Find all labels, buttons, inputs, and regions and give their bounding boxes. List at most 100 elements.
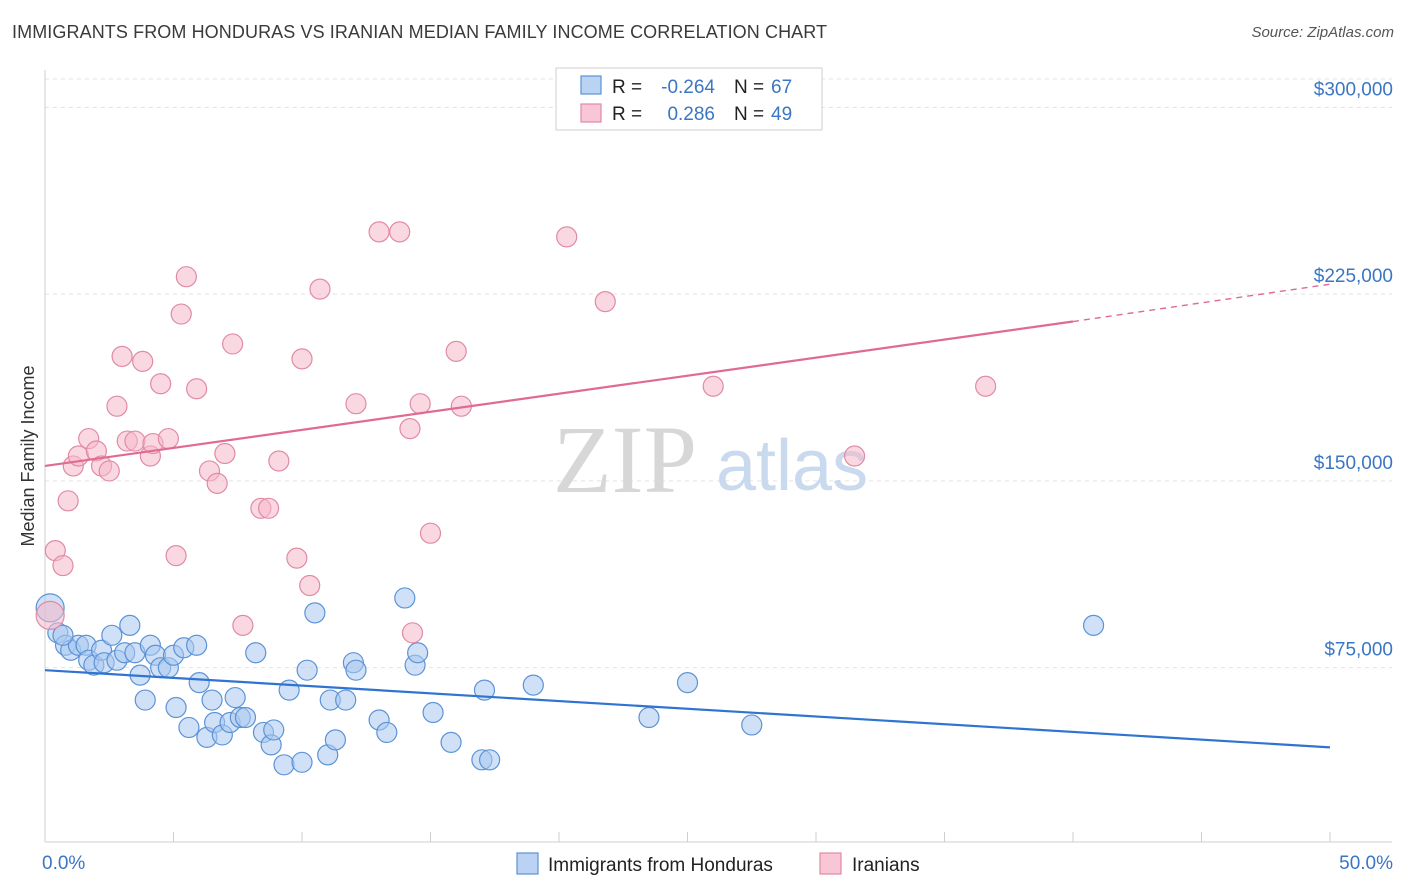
point-iranians [401,622,424,644]
point-iranians [594,291,616,313]
point-honduras [134,689,156,711]
point-honduras [304,602,326,624]
point-honduras [440,731,462,753]
point-honduras [479,749,501,771]
point-iranians [309,278,331,300]
chart-source: Source: ZipAtlas.com [1251,24,1394,41]
legend-n-value: 49 [771,104,792,125]
point-honduras [101,624,123,646]
point-iranians [345,393,367,415]
x-tick-label: 0.0% [42,853,85,874]
point-iranians [843,445,866,467]
point-honduras [188,672,210,694]
point-iranians [389,221,411,243]
scatter-points [35,221,1105,776]
point-honduras [186,634,208,656]
legend-r-value: -0.264 [661,77,715,98]
point-honduras [324,729,347,751]
watermark: ZIP atlas [553,406,868,513]
legend-r-label: R = [612,77,642,98]
point-honduras [245,642,267,664]
point-iranians [186,378,208,400]
legend: R = -0.264 N = 67 R = 0.286 N = 49 [555,67,823,131]
point-honduras [473,679,496,701]
point-honduras [165,696,187,719]
point-honduras [234,706,257,729]
grid-lines [45,78,1392,669]
point-honduras [263,719,285,741]
bottom-legend-label-honduras: Immigrants from Honduras [548,855,773,876]
x-tick-labels: 0.0% 50.0% [42,853,1393,874]
point-honduras [52,624,74,646]
legend-n-label: N = [734,104,764,125]
point-honduras [278,679,300,701]
point-honduras [407,642,429,664]
point-iranians [975,375,997,397]
axes [44,70,1392,843]
point-iranians [445,340,467,363]
point-iranians [157,427,179,450]
chart-title: IMMIGRANTS FROM HONDURAS VS IRANIAN MEDI… [12,22,828,42]
point-honduras [273,754,295,776]
point-iranians [214,442,236,465]
y-tick-label: $300,000 [1314,79,1393,100]
y-tick-label: $225,000 [1314,266,1393,287]
point-honduras [422,701,444,724]
watermark-zip: ZIP [553,406,697,513]
point-iranians [222,333,244,355]
point-honduras [741,714,763,736]
trend-line-iranians-extension [1072,283,1331,323]
point-iranians [291,348,313,370]
point-honduras [522,674,544,696]
point-iranians [124,430,146,452]
point-honduras [676,672,699,694]
point-honduras [224,686,246,709]
point-iranians [57,490,79,512]
legend-n-label: N = [734,77,764,98]
point-iranians [165,545,187,567]
point-honduras [1082,614,1105,636]
point-honduras [119,614,141,636]
point-iranians [702,375,724,397]
y-axis-label: Median Family Income [18,365,38,546]
point-iranians [98,460,120,482]
legend-r-value: 0.286 [667,104,715,125]
legend-r-label: R = [612,104,642,125]
point-iranians [268,450,290,472]
y-tick-label: $150,000 [1314,453,1393,474]
y-tick-labels: $75,000 $150,000 $225,000 $300,000 [1314,79,1393,660]
point-iranians [556,226,578,248]
point-iranians [52,554,74,577]
point-iranians [257,497,280,519]
point-iranians [206,472,228,494]
point-honduras [201,689,223,711]
bottom-legend-swatch-honduras [516,852,539,875]
legend-n-value: 67 [771,77,792,98]
point-iranians [368,221,390,243]
point-iranians [299,574,321,597]
x-tick-label: 50.0% [1339,853,1393,874]
point-honduras [394,587,416,609]
point-honduras [376,721,398,744]
point-iranians [399,418,421,440]
point-iranians [111,345,133,367]
point-iranians [35,600,65,630]
trend-lines [44,283,1331,749]
bottom-legend: Immigrants from Honduras Iranians [516,852,920,876]
point-honduras [335,689,357,711]
legend-swatch-honduras [580,75,602,95]
point-honduras [178,716,200,739]
point-iranians [419,522,442,544]
point-iranians [232,614,254,636]
point-honduras [296,659,318,681]
point-iranians [409,393,431,415]
point-iranians [175,266,197,288]
bottom-legend-label-iranians: Iranians [852,855,920,876]
point-iranians [106,395,128,417]
point-iranians [150,373,172,395]
point-honduras [291,751,313,773]
y-tick-label: $75,000 [1324,640,1393,661]
bottom-legend-swatch-iranians [819,852,842,875]
point-iranians [286,547,308,569]
